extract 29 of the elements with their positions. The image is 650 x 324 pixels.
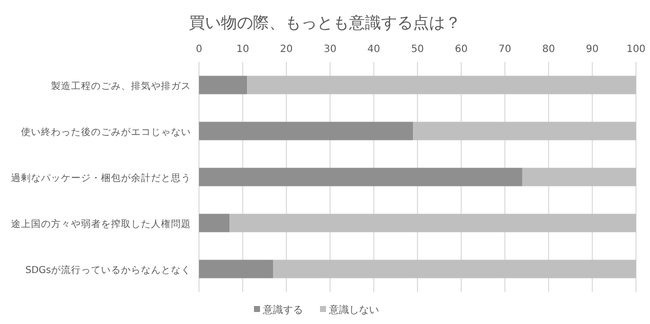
x-tick-label: 10 bbox=[236, 44, 250, 55]
bar bbox=[199, 168, 522, 186]
bar bbox=[199, 260, 274, 278]
x-tick-label: 0 bbox=[196, 44, 202, 55]
bar bbox=[413, 122, 636, 140]
bar bbox=[230, 214, 636, 232]
x-tick-label: 50 bbox=[411, 44, 424, 55]
legend-label: 意識しない bbox=[328, 304, 379, 316]
bar bbox=[273, 260, 636, 278]
bar bbox=[522, 168, 636, 186]
x-tick-label: 100 bbox=[626, 44, 646, 55]
x-tick-label: 40 bbox=[367, 44, 380, 55]
bar bbox=[199, 76, 248, 94]
y-tick-label: 過剰なパッケージ・梱包が余計だと思う bbox=[11, 172, 191, 184]
bar bbox=[199, 214, 230, 232]
bar bbox=[247, 76, 636, 94]
x-tick-label: 90 bbox=[586, 44, 599, 55]
y-tick-label: 途上国の方々や弱者を搾取した人権問題 bbox=[11, 218, 191, 230]
chart-title: 買い物の際、もっとも意識する点は？ bbox=[189, 13, 461, 32]
x-tick-label: 30 bbox=[324, 44, 336, 55]
x-tick-label: 70 bbox=[498, 44, 512, 55]
y-tick-label: SDGsが流行っているからなんとなく bbox=[25, 264, 191, 276]
bar bbox=[199, 122, 414, 140]
x-tick-label: 80 bbox=[542, 44, 555, 55]
y-tick-label: 使い終わった後のごみがエコじゃない bbox=[21, 126, 191, 138]
y-tick-label: 製造工程のごみ、排気や排ガス bbox=[51, 80, 191, 92]
x-tick-label: 20 bbox=[280, 44, 293, 55]
x-tick-label: 60 bbox=[454, 44, 468, 55]
legend-label: 意識する bbox=[262, 304, 303, 316]
